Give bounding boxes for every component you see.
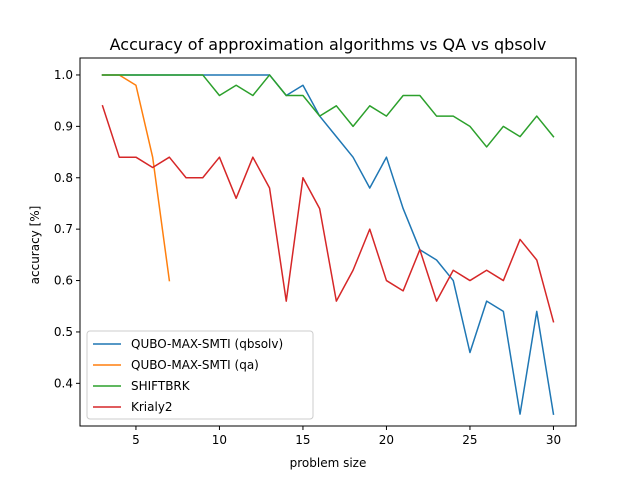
- x-tick-label: 30: [546, 433, 561, 447]
- axes-frame: [79, 57, 577, 427]
- legend: QUBO-MAX-SMTI (qbsolv) QUBO-MAX-SMTI (qa)…: [86, 330, 314, 420]
- x-axis-label: problem size: [290, 456, 367, 470]
- axis-ticks: 5 10 15 20 25 30 0.4 0.5 0.6 0.7 0.8 0.9 1.0: [54, 68, 561, 447]
- y-tick-label: 0.9: [54, 119, 73, 133]
- chart-title: Accuracy of approximation algorithms vs …: [110, 35, 547, 54]
- x-tick-label: 20: [379, 433, 394, 447]
- x-tick-label: 15: [295, 433, 310, 447]
- y-tick-label: 0.7: [54, 222, 73, 236]
- legend-box: [86, 330, 314, 420]
- legend-label: SHIFTBRK: [131, 379, 191, 393]
- y-tick-label: 1.0: [54, 68, 73, 82]
- y-tick-label: 0.4: [54, 376, 73, 390]
- plot-area: [101, 74, 555, 416]
- series-line-shiftbrk: [101, 74, 555, 148]
- series-line-krialy2: [101, 104, 555, 323]
- legend-label: Krialy2: [131, 400, 173, 414]
- x-tick-label: 10: [212, 433, 227, 447]
- x-tick-label: 25: [462, 433, 477, 447]
- y-axis-label: accuracy [%]: [28, 206, 42, 285]
- x-tick-label: 5: [132, 433, 140, 447]
- y-tick-label: 0.6: [54, 274, 73, 288]
- legend-label: QUBO-MAX-SMTI (qa): [131, 358, 259, 372]
- y-tick-label: 0.5: [54, 325, 73, 339]
- y-tick-label: 0.8: [54, 171, 73, 185]
- legend-label: QUBO-MAX-SMTI (qbsolv): [131, 337, 283, 351]
